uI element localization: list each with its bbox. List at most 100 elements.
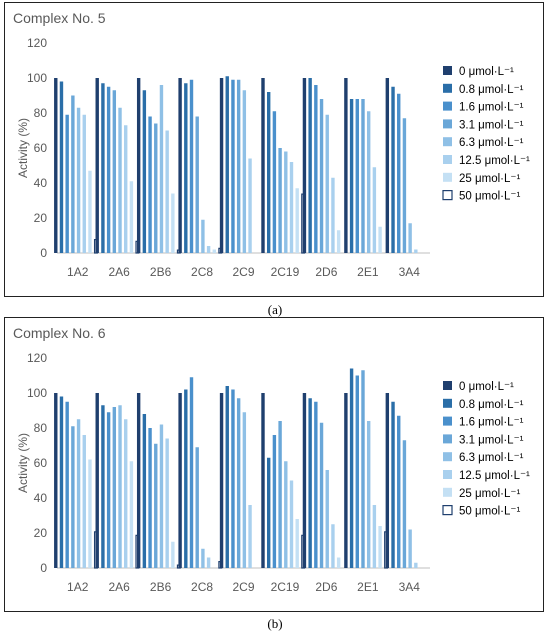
bar-2C9-series-3	[236, 398, 241, 568]
legend-label: 3.1 μmol·L⁻¹	[459, 434, 524, 446]
bar-2B6-series-3	[154, 443, 158, 568]
bar-3A4-series-2	[397, 93, 401, 253]
bar-2D6-series-5	[331, 177, 335, 253]
bar-2C19-series-2	[272, 435, 277, 568]
bar-2C19-series-0	[261, 78, 265, 253]
chart-panel-b: Complex No. 6 Activity (%) 0 20 40 60 80 100 120…	[4, 317, 544, 612]
x-tick-label: 2D6	[315, 580, 337, 594]
legend-label: 0 μmol·L⁻¹	[459, 66, 514, 78]
bar-2D6-series-3	[319, 422, 324, 568]
x-tick-label: 2C9	[232, 265, 254, 279]
bar-2A6-series-6	[129, 181, 134, 253]
bar-2D6-series-0	[302, 393, 307, 568]
bar-2C9-series-2	[231, 79, 235, 253]
chart-title: Complex No. 5	[13, 10, 106, 26]
bar-2E1-series-0	[344, 78, 348, 253]
bar-2C19-series-3	[278, 421, 282, 568]
bar-2E1-series-0	[344, 393, 348, 568]
bar-2C9-series-1	[225, 386, 229, 568]
bar-2C19-series-3	[278, 148, 282, 253]
bar-2E1-series-1	[349, 99, 354, 253]
bar-2D6-series-5	[331, 524, 335, 568]
legend-swatch	[443, 83, 452, 93]
legend-label: 12.5 μmol·L⁻¹	[459, 155, 530, 167]
bar-2D6-series-1	[308, 78, 312, 253]
legend-swatch	[443, 487, 452, 497]
bar-2C8-series-5	[206, 557, 211, 568]
legend-swatch	[442, 190, 453, 201]
bar-1A2-series-0	[54, 78, 58, 253]
y-axis-label: Activity (%)	[16, 433, 30, 493]
bar-2C8-series-4	[201, 548, 205, 568]
bar-2C8-series-3	[195, 447, 199, 568]
legend-label: 6.3 μmol·L⁻¹	[459, 137, 524, 149]
x-tick-label: 3A4	[399, 580, 421, 594]
y-tick-label: 60	[34, 141, 48, 155]
bar-2D6-series-1	[308, 398, 312, 568]
x-tick-label: 3A4	[399, 265, 421, 279]
bar-2B6-series-2	[148, 116, 152, 253]
legend-swatch	[443, 452, 452, 462]
bar-2D6-series-4	[325, 114, 329, 253]
bar-1A2-series-3	[71, 426, 75, 568]
bar-2C9-series-3	[236, 79, 241, 253]
chart-panel-a: Complex No. 5 Activity (%) 0 20 40 60 80 100 120…	[4, 2, 544, 297]
bar-2B6-series-6	[171, 541, 175, 568]
bar-1A2-series-1	[59, 396, 64, 568]
legend-swatch	[443, 66, 452, 75]
legend-label: 25 μmol·L⁻¹	[459, 488, 520, 500]
bar-2E1-series-6	[378, 526, 382, 568]
bar-1A2-series-5	[82, 114, 86, 253]
bar-2C9-series-0	[219, 393, 224, 568]
x-tick-label: 2A6	[108, 265, 130, 279]
caption-a: (a)	[267, 302, 283, 317]
bar-1A2-series-2	[65, 114, 69, 253]
legend-swatch	[443, 101, 452, 111]
bar-3A4-series-3	[402, 440, 407, 568]
bar-2A6-series-1	[101, 405, 105, 568]
bar-2A6-series-3	[112, 90, 117, 253]
x-tick-label: 2C19	[271, 580, 300, 594]
bar-2C19-series-0	[261, 393, 265, 568]
legend-swatch	[443, 119, 452, 129]
chart-title: Complex No. 6	[13, 325, 106, 341]
bar-3A4-series-4	[408, 529, 412, 568]
bar-1A2-series-4	[76, 419, 81, 568]
legend-label: 12.5 μmol·L⁻¹	[459, 470, 530, 482]
bar-3A4-series-3	[402, 118, 407, 253]
bar-2D6-series-2	[314, 401, 318, 568]
y-tick-label: 20	[34, 211, 48, 225]
caption-b: (b)	[267, 616, 283, 631]
y-tick-label: 0	[40, 246, 47, 260]
bar-2A6-series-1	[101, 83, 105, 253]
legend-label: 0 μmol·L⁻¹	[459, 381, 514, 393]
x-tick-label: 2E1	[357, 580, 379, 594]
bar-2B6-series-3	[154, 123, 158, 253]
bar-2A6-series-2	[106, 86, 111, 253]
bar-2D6-series-0	[302, 78, 307, 253]
bar-2E1-series-2	[355, 375, 359, 568]
bar-2E1-series-3	[361, 370, 365, 568]
x-tick-label: 2C19	[271, 265, 300, 279]
bar-2D6-series-4	[325, 470, 329, 568]
bar-2C9-series-0	[219, 78, 224, 253]
bar-2C19-series-4	[284, 151, 288, 253]
y-tick-label: 100	[27, 71, 47, 85]
y-tick-label: 0	[40, 561, 47, 575]
bar-2C19-series-4	[284, 461, 288, 568]
y-tick-label: 120	[27, 36, 47, 50]
bar-2E1-series-4	[366, 111, 371, 253]
legend-swatch	[443, 381, 452, 390]
bar-2C19-series-5	[289, 480, 294, 568]
x-tick-label: 1A2	[67, 265, 89, 279]
bar-2C8-series-1	[184, 389, 188, 568]
bar-2D6-series-6	[336, 230, 341, 253]
bar-1A2-series-5	[82, 435, 86, 568]
bar-1A2-series-3	[71, 95, 75, 253]
bar-2C19-series-6	[295, 519, 299, 568]
bar-2A6-series-0	[95, 78, 99, 253]
bar-2E1-series-5	[372, 167, 377, 253]
bar-2B6-series-6	[171, 193, 175, 253]
bar-2C8-series-2	[189, 377, 194, 568]
x-tick-label: 2D6	[315, 265, 337, 279]
